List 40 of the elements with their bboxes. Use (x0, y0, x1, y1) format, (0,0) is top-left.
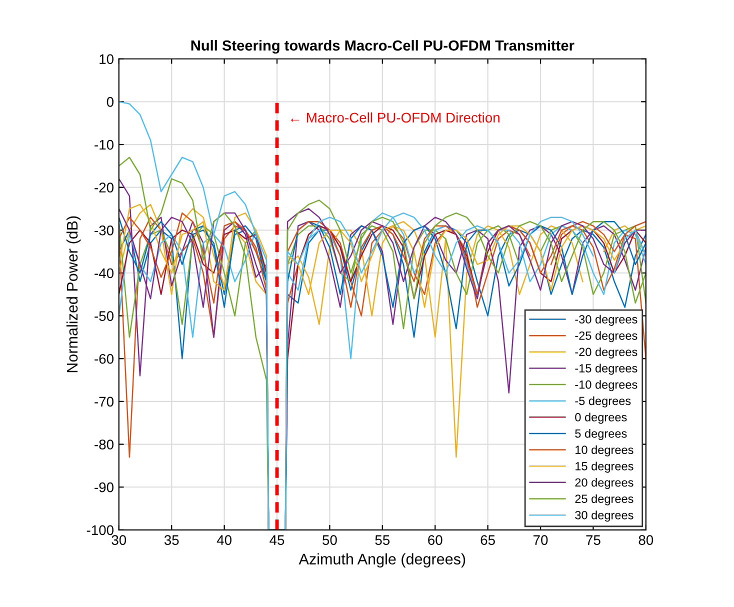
legend-label: 0 degrees (575, 412, 627, 424)
x-tick-label: 45 (270, 535, 284, 545)
y-tick-label: 10 (100, 54, 114, 64)
y-tick-label: -90 (94, 482, 114, 492)
x-tick-label: 65 (480, 535, 495, 545)
legend-label: 15 degrees (576, 462, 634, 473)
legend-label: 10 degrees (576, 445, 634, 456)
y-tick-label: -40 (94, 268, 114, 278)
y-tick-label: -50 (94, 311, 114, 321)
legend-label: -25 degrees (575, 331, 638, 342)
chart-title: Null Steering towards Macro-Cell PU-OFDM Transmitter (191, 40, 574, 54)
x-tick-label: 50 (322, 535, 337, 545)
x-tick-label: 40 (216, 535, 232, 545)
y-tick-label: -10 (94, 140, 114, 150)
legend-label: 30 degrees (575, 510, 634, 522)
x-tick-label: 80 (638, 535, 654, 545)
legend-label: -20 degrees (575, 347, 638, 358)
legend-label: -30 degrees (575, 314, 638, 326)
legend-label: 25 degrees (575, 494, 634, 506)
x-tick-label: 60 (428, 535, 442, 545)
x-tick-label: 70 (534, 535, 548, 545)
legend-label: 5 degrees (575, 429, 627, 440)
y-tick-label: -70 (94, 396, 114, 407)
y-tick-label: -100 (86, 525, 114, 536)
legend-label: -10 degrees (575, 380, 638, 392)
legend-label: -5 degrees (575, 396, 631, 408)
annotation: ← Macro-Cell PU-OFDM Direction (290, 112, 500, 123)
x-tick-label: 75 (586, 535, 600, 545)
y-tick-label: -80 (94, 440, 114, 450)
legend-label: 20 degrees (575, 478, 634, 490)
y-tick-label: 0 (106, 97, 114, 107)
x-tick-label: 35 (164, 535, 179, 545)
legend-label: -15 degrees (575, 364, 638, 375)
y-axis-title: Normalized Power (dB) (66, 216, 81, 372)
y-tick-label: -30 (94, 226, 114, 236)
y-tick-label: -20 (94, 182, 114, 193)
x-axis-title: Azimuth Angle (degrees) (298, 553, 466, 568)
y-tick-label: -60 (94, 354, 114, 364)
x-tick-label: 55 (375, 535, 390, 545)
x-tick-label: 30 (112, 535, 126, 545)
